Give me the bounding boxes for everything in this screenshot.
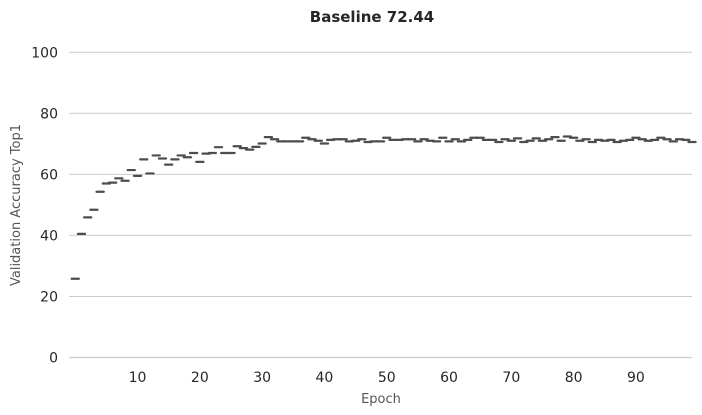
gridlines	[69, 51, 692, 297]
y-tick-label: 0	[49, 351, 58, 367]
y-tick-label: 80	[40, 106, 58, 122]
y-tick-label: 100	[31, 45, 58, 61]
x-tick-label: 10	[129, 370, 147, 386]
x-tick-label: 40	[316, 370, 334, 386]
x-tick-label: 20	[191, 370, 209, 386]
chart-title: Baseline 72.44	[310, 8, 434, 26]
x-tick-labels: 10 20 30 40 50 60 70 80 90	[129, 370, 645, 386]
x-tick-label: 60	[440, 370, 458, 386]
x-tick-label: 30	[253, 370, 271, 386]
y-tick-label: 40	[40, 228, 58, 244]
y-axis-label: Validation Accuracy Top1	[9, 124, 24, 286]
x-tick-label: 90	[627, 370, 645, 386]
x-tick-label: 70	[502, 370, 520, 386]
y-tick-label: 60	[40, 167, 58, 183]
x-axis-label: Epoch	[361, 392, 401, 407]
y-tick-labels: 0 20 40 60 80 100	[31, 45, 58, 366]
x-tick-label: 80	[565, 370, 583, 386]
x-tick-label: 50	[378, 370, 396, 386]
data-points	[70, 135, 697, 280]
y-tick-label: 20	[40, 289, 58, 305]
